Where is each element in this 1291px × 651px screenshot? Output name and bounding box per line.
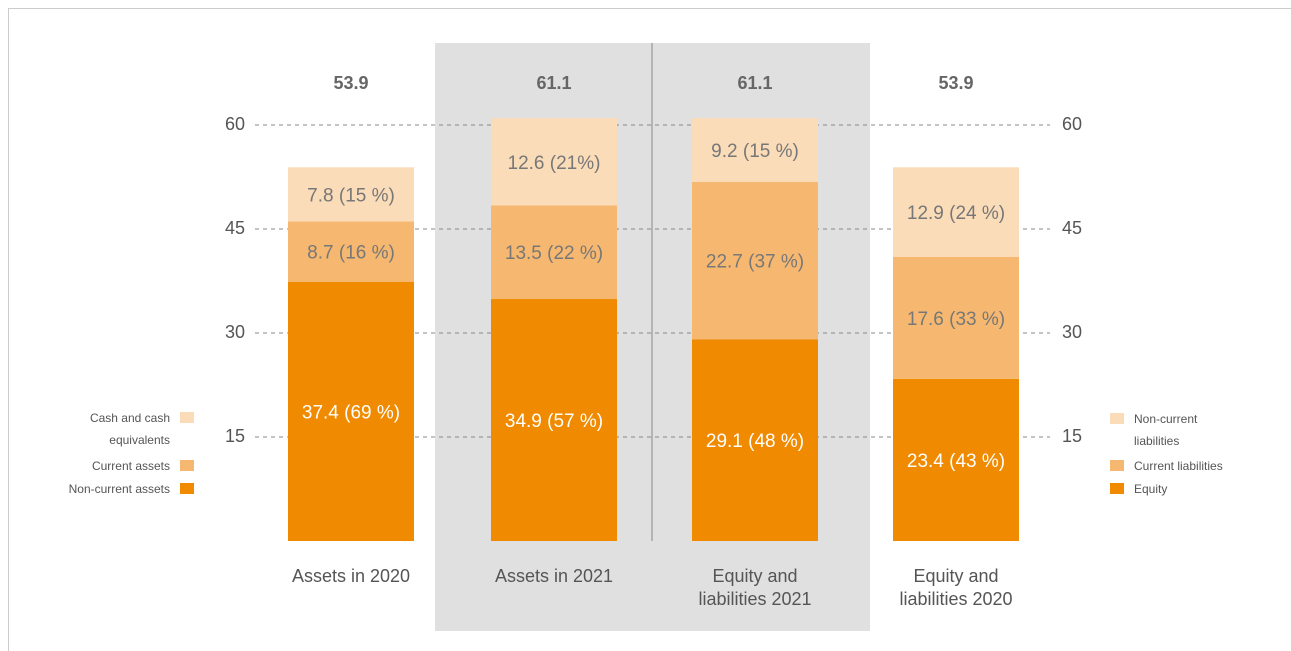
x-tick-label: Assets in 2020 xyxy=(291,566,411,586)
value-label: 37.4 (69 %) xyxy=(302,402,400,423)
frame xyxy=(8,8,1291,651)
bar-segment xyxy=(491,299,617,541)
y-tick-label: 60 xyxy=(225,114,245,134)
x-tick-label: Assets in 2021 xyxy=(494,566,614,586)
legend-label: Equity xyxy=(1134,482,1168,496)
value-label: 23.4 (43 %) xyxy=(907,451,1005,472)
value-label: 8.7 (16 %) xyxy=(307,243,395,264)
bar-segment xyxy=(491,205,617,300)
bar-segment xyxy=(288,221,414,282)
value-label: 29.1 (48 %) xyxy=(706,431,804,452)
y-tick-label: 15 xyxy=(225,426,245,446)
bar-segment xyxy=(692,339,818,541)
value-label: 7.8 (15 %) xyxy=(307,185,395,206)
legend-swatch xyxy=(1110,460,1124,471)
legend-swatch xyxy=(1110,413,1124,424)
y2-tick-label: 15 xyxy=(1062,426,1082,446)
bar-segment xyxy=(893,378,1019,541)
y2-tick-label: 60 xyxy=(1062,114,1082,134)
total-label: 61.1 xyxy=(536,73,571,93)
value-label: 12.9 (24 %) xyxy=(907,203,1005,224)
bar-segment xyxy=(893,256,1019,379)
bar-segment xyxy=(893,167,1019,257)
legend-label: Current liabilities xyxy=(1134,459,1223,473)
legend-swatch xyxy=(180,412,194,423)
legend-swatch xyxy=(180,483,194,494)
y2-tick-label: 45 xyxy=(1062,218,1082,238)
total-label: 53.9 xyxy=(938,73,973,93)
bar-segment xyxy=(692,118,818,182)
total-label: 53.9 xyxy=(333,73,368,93)
total-label: 61.1 xyxy=(737,73,772,93)
y-tick-label: 30 xyxy=(225,322,245,342)
value-label: 9.2 (15 %) xyxy=(711,141,799,162)
value-label: 13.5 (22 %) xyxy=(505,243,603,264)
x-tick-label: Equity and liabilities 2020 xyxy=(899,566,1013,609)
legend-label: Non-current liabilities xyxy=(1134,412,1198,448)
x-tick-label: Equity and liabilities 2021 xyxy=(698,566,812,609)
value-label: 34.9 (57 %) xyxy=(505,411,603,432)
bar-segment xyxy=(692,181,818,340)
legend-swatch xyxy=(1110,483,1124,494)
legend-label: Current assets xyxy=(91,459,170,473)
y2-tick-label: 30 xyxy=(1062,322,1082,342)
value-label: 22.7 (37 %) xyxy=(706,252,804,273)
bar-segment xyxy=(491,118,617,206)
legend-label: Cash and cash equivalents xyxy=(89,411,170,447)
value-label: 17.6 (33 %) xyxy=(907,309,1005,330)
bar-segment xyxy=(288,167,414,222)
value-label: 12.6 (21%) xyxy=(508,153,601,174)
bar-segment xyxy=(288,281,414,541)
y-tick-label: 45 xyxy=(225,218,245,238)
legend-swatch xyxy=(180,460,194,471)
legend-label: Non-current assets xyxy=(68,482,170,496)
